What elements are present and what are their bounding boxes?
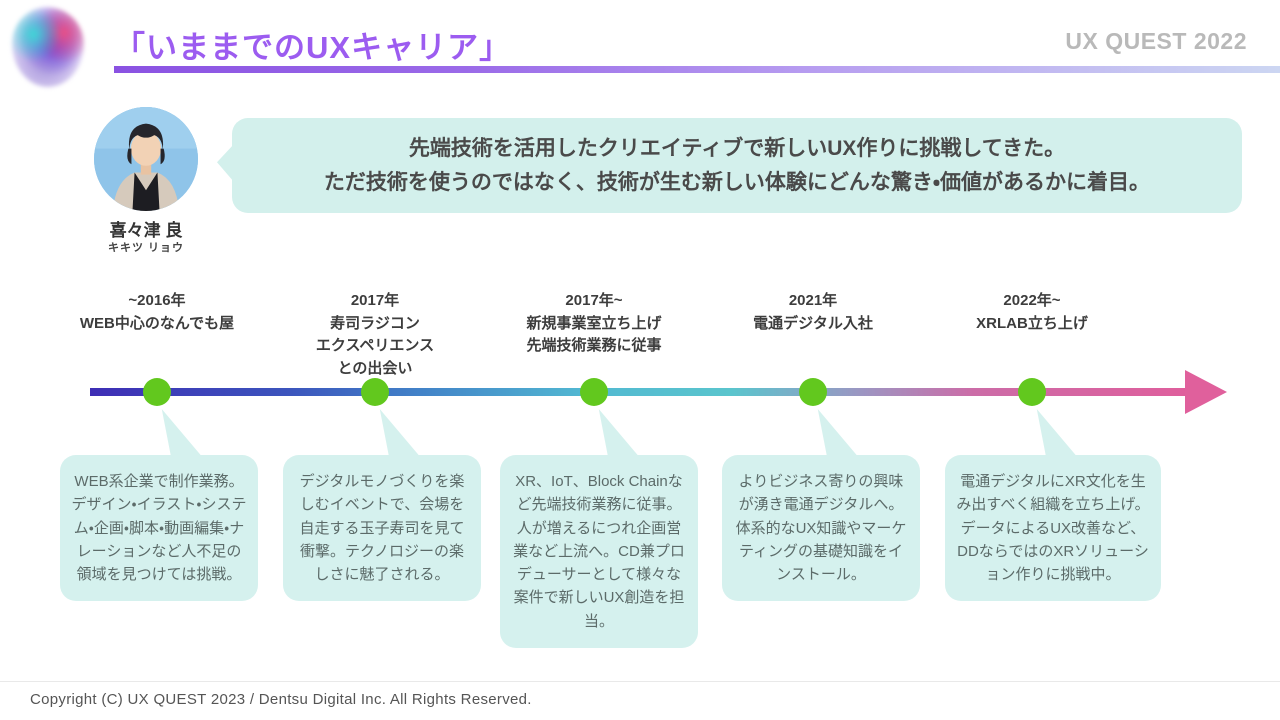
avatar-image <box>94 107 198 211</box>
callout-box: デジタルモノづくりを楽しむイベントで、会場を自走する玉子寿司を見て衝撃。テクノロ… <box>283 455 481 602</box>
callout-box: 電通デジタルにXR文化を生み出すべく組織を立ち上げ。データによるUX改善など、D… <box>945 455 1161 602</box>
profile-name: 喜々津 良 <box>109 221 183 240</box>
timeline-period-label: 2021年 電通デジタル入社 <box>753 292 873 332</box>
logo-icon <box>12 7 84 87</box>
avatar <box>94 107 198 211</box>
timeline-node-dot <box>580 378 608 406</box>
profile-name-kana: キキツ リョウ <box>107 242 185 254</box>
callout-tail-icon <box>379 409 422 459</box>
timeline-node-dot <box>1018 378 1046 406</box>
timeline-period-label: 2017年 寿司ラジコン エクスペリエンス との出会い <box>315 292 435 377</box>
page-title: 「いままでのUXキャリア」 <box>114 30 512 65</box>
speech-bubble: 先端技術を活用したクリエイティブで新しいUX作りに挑戦してきた。 ただ技術を使う… <box>217 118 1242 213</box>
header-divider <box>114 66 1280 73</box>
footer-divider <box>0 681 1280 682</box>
timeline-node-dot <box>143 378 171 406</box>
callout-tail-icon <box>161 409 204 459</box>
copyright-text: Copyright (C) UX QUEST 2023 / Dentsu Dig… <box>30 691 532 708</box>
timeline-period-label: 2022年~ XRLAB立ち上げ <box>976 292 1088 332</box>
timeline-node-dot <box>799 378 827 406</box>
speech-bubble-text: 先端技術を活用したクリエイティブで新しいUX作りに挑戦してきた。 ただ技術を使う… <box>323 136 1151 194</box>
callout-tail-icon <box>817 409 860 459</box>
timeline-node-dot <box>361 378 389 406</box>
callout-box: よりビジネス寄りの興味が湧き電通デジタルへ。体系的なUX知識やマーケティングの基… <box>722 455 920 602</box>
timeline-arrow-icon <box>1185 370 1227 414</box>
timeline-period-label: ~2016年 WEB中心のなんでも屋 <box>79 292 235 332</box>
callout-box: WEB系企業で制作業務。デザイン・イラスト・システム・企画・脚本・動画編集・ナレ… <box>60 455 258 602</box>
callout-tail-icon <box>1036 409 1079 459</box>
callout-box: XR、IoT、Block Chainなど先端技術業務に従事。人が増えるにつれ企画… <box>500 455 698 648</box>
speech-bubble-tail-icon <box>217 144 234 182</box>
timeline-period-label: 2017年~ 新規事業室立ち上げ 先端技術業務に従事 <box>526 292 662 354</box>
event-badge: UX QUEST 2022 <box>1065 28 1247 54</box>
timeline-axis <box>90 388 1195 396</box>
callout-tail-icon <box>598 409 641 459</box>
